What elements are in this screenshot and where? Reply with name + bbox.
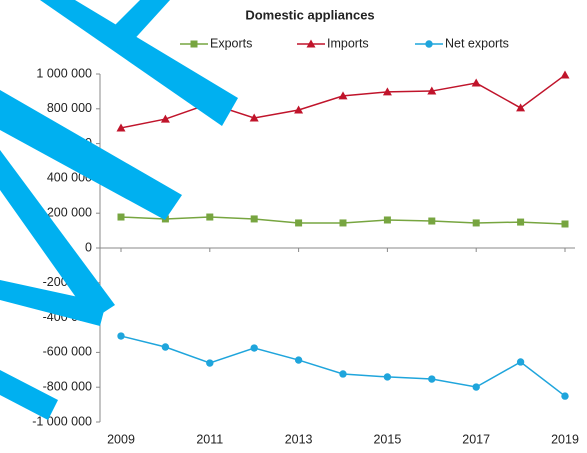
- marker: [382, 87, 392, 96]
- legend-label: Imports: [327, 36, 369, 50]
- marker: [427, 86, 437, 95]
- y-tick-label: 200 000: [47, 205, 92, 219]
- marker: [428, 375, 436, 383]
- chart-title: Domestic appliances: [245, 7, 374, 22]
- marker: [471, 78, 481, 87]
- marker: [425, 40, 433, 48]
- x-tick-label: 2015: [373, 432, 401, 446]
- marker: [206, 213, 214, 221]
- x-tick-label: 2017: [462, 432, 490, 446]
- legend-label: Net exports: [445, 36, 509, 50]
- marker: [339, 370, 347, 378]
- marker: [249, 113, 259, 122]
- marker: [294, 105, 304, 114]
- marker: [383, 216, 391, 224]
- marker: [516, 103, 526, 112]
- marker: [428, 217, 436, 225]
- marker: [117, 332, 125, 340]
- marker: [250, 215, 258, 223]
- legend-label: Exports: [210, 36, 252, 50]
- marker: [472, 383, 480, 391]
- stripe: [0, 150, 115, 320]
- x-tick-label: 2009: [107, 432, 135, 446]
- marker: [294, 356, 303, 364]
- stripe: [0, 370, 58, 420]
- y-tick-label: 400 000: [47, 171, 92, 185]
- marker: [338, 91, 348, 100]
- marker: [561, 392, 569, 400]
- y-tick-label: 1 000 000: [36, 66, 92, 80]
- series-line: [120, 335, 566, 397]
- marker: [339, 219, 347, 227]
- x-tick-label: 2011: [196, 432, 223, 446]
- y-tick-label: -600 000: [43, 345, 92, 359]
- marker: [561, 220, 569, 228]
- stripe: [100, 0, 170, 55]
- marker: [516, 358, 525, 366]
- stripe: [0, 280, 106, 326]
- marker: [250, 344, 258, 352]
- x-tick-label: 2019: [551, 432, 579, 446]
- marker: [117, 213, 125, 221]
- marker: [116, 123, 126, 132]
- y-tick-label: -800 000: [43, 379, 92, 393]
- occluding-stripes: [0, 0, 238, 420]
- x-tick-label: 2013: [285, 432, 313, 446]
- marker: [160, 114, 170, 123]
- marker: [161, 343, 170, 351]
- marker: [472, 219, 480, 227]
- marker: [517, 218, 525, 226]
- marker: [560, 70, 570, 79]
- plot-area: Domestic appliances -1 000 000-800 000-6…: [32, 7, 579, 446]
- marker: [206, 359, 214, 367]
- stripe: [0, 90, 182, 220]
- marker: [306, 39, 316, 48]
- marker: [295, 219, 303, 227]
- stripe: [40, 0, 238, 126]
- y-tick-label: 0: [85, 240, 92, 254]
- marker: [190, 40, 198, 48]
- y-tick-label: 800 000: [47, 101, 92, 115]
- marker: [383, 373, 392, 381]
